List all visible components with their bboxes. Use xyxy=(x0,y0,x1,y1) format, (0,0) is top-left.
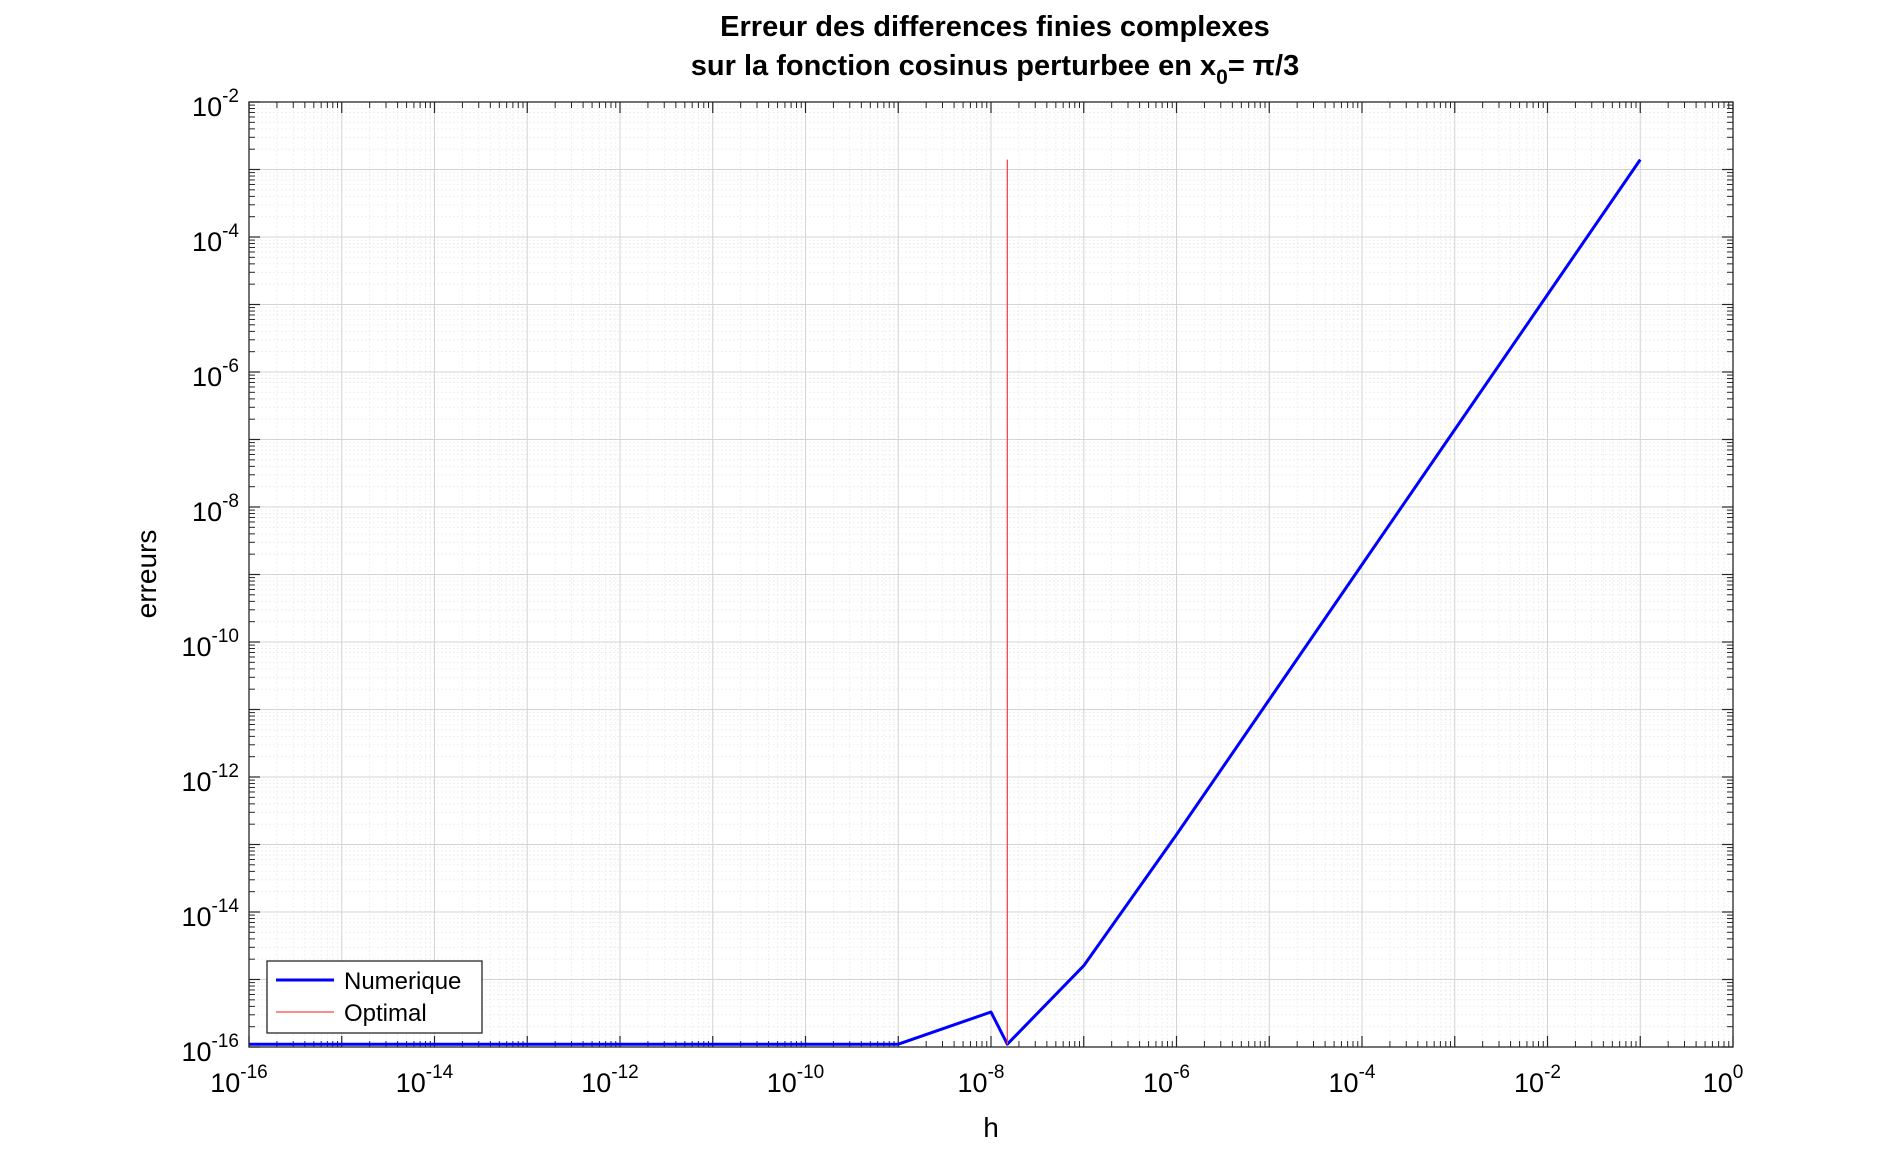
legend-label-optimal: Optimal xyxy=(344,1000,427,1027)
y-tick-label: 10-14 xyxy=(181,896,239,932)
y-tick-labels: 10-16 10-14 10-12 10-10 10-8 10-6 10-4 10-2 xyxy=(181,86,239,1067)
plot-border xyxy=(248,101,1734,1048)
chart-title-line1: Erreur des differences finies complexes xyxy=(720,11,1270,43)
x-tick-labels: 10-16 10-14 10-12 10-10 10-8 10-6 10-4 10-2 100 xyxy=(210,1062,1743,1098)
y-tick-label: 10-10 xyxy=(181,626,239,662)
major-grid xyxy=(249,102,1733,1047)
x-tick-label: 10-12 xyxy=(581,1062,639,1098)
legend-label-numerique: Numerique xyxy=(344,968,461,995)
x-tick-label: 10-6 xyxy=(1143,1062,1190,1098)
y-tick-label: 10-4 xyxy=(192,221,239,257)
legend-box xyxy=(266,960,483,1034)
minor-ticks xyxy=(249,102,1733,1047)
y-tick-label: 10-8 xyxy=(192,491,239,527)
y-tick-label: 10-12 xyxy=(181,761,239,797)
series-layer xyxy=(249,158,1642,1046)
x-tick-label: 10-10 xyxy=(767,1062,825,1098)
chart-title-line2-suffix: = π/3 xyxy=(1228,50,1299,82)
x-tick-label: 10-16 xyxy=(210,1062,268,1098)
y-tick-label: 10-16 xyxy=(181,1031,239,1067)
series-line-numerique xyxy=(249,158,1642,1046)
x-tick-label: 100 xyxy=(1703,1062,1744,1098)
chart-title-line2-subscript: 0 xyxy=(1216,66,1228,89)
chart-title-line2-prefix: sur la fonction cosinus perturbee en x xyxy=(691,50,1216,82)
y-axis-label: erreurs xyxy=(131,530,162,619)
x-axis-label: h xyxy=(983,1112,999,1143)
y-tick-label: 10-6 xyxy=(192,356,239,392)
legend: Numerique Optimal xyxy=(266,960,483,1034)
x-tick-label: 10-8 xyxy=(958,1062,1005,1098)
chart-title-line2: sur la fonction cosinus perturbee en x0=… xyxy=(691,50,1299,89)
x-tick-label: 10-4 xyxy=(1329,1062,1376,1098)
x-tick-label: 10-14 xyxy=(396,1062,454,1098)
y-tick-label: 10-2 xyxy=(192,86,239,122)
x-tick-label: 10-2 xyxy=(1514,1062,1561,1098)
